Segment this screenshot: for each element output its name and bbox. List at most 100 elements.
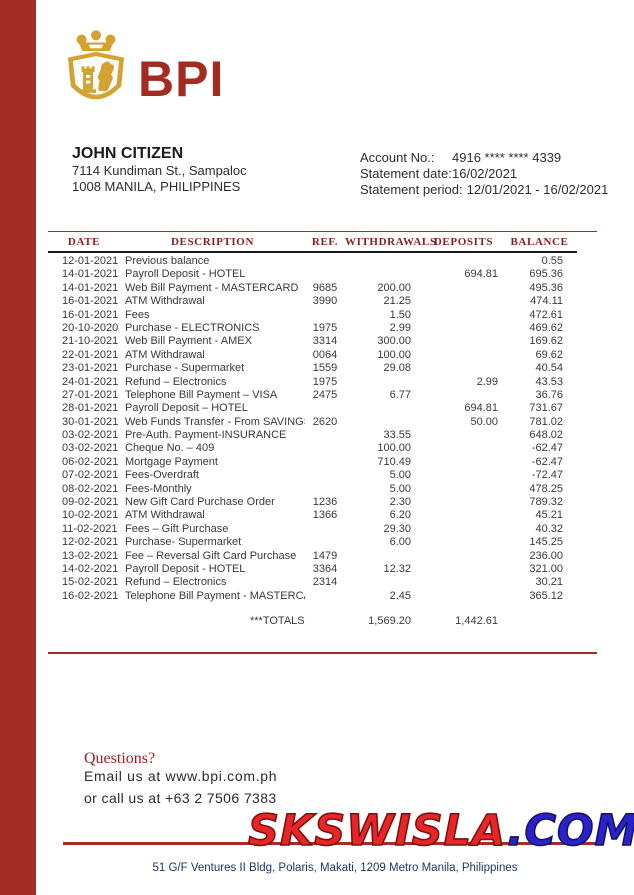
cell-deposits — [425, 523, 502, 536]
cell-ref: 1975 — [312, 321, 338, 334]
cell-ref: 1236 — [312, 496, 338, 509]
cell-withdrawals: 29.08 — [383, 362, 411, 375]
cell-description: Fee – Reversal Gift Card Purchase — [125, 549, 297, 562]
cell-withdrawals: 12.32 — [383, 562, 411, 575]
cell-description: Purchase - ELECTRONICS — [125, 321, 260, 334]
account-info-block: Account No.: 4916 **** **** 4339 Stateme… — [360, 150, 608, 198]
cell-description: Web Bill Payment - AMEX — [125, 335, 252, 348]
totals-label: ***TOTALS*** — [250, 615, 305, 628]
cell-balance: 469.62 — [529, 321, 563, 334]
cell-description: Fees – Gift Purchase — [125, 522, 229, 535]
cell-ref — [305, 469, 345, 482]
cell-deposits — [425, 389, 502, 402]
table-bottom-rule — [48, 652, 597, 654]
cell-date: 14-01-2021 — [62, 268, 119, 281]
table-row: 12-02-2021 Purchase- Supermarket 6.00 14… — [48, 536, 577, 549]
cell-withdrawals: 21.25 — [383, 295, 411, 308]
cell-ref — [305, 590, 345, 603]
table-row: 11-02-2021 Fees – Gift Purchase 29.30 40… — [48, 523, 577, 536]
cell-withdrawals — [345, 416, 425, 429]
statement-period-value: 12/01/2021 - 16/02/2021 — [466, 182, 609, 197]
cell-date: 22-01-2021 — [62, 348, 119, 361]
cell-description: ATM Withdrawal — [125, 509, 205, 522]
cell-date: 15-02-2021 — [62, 576, 119, 589]
table-row: 23-01-2021 Purchase - Supermarket 1559 2… — [48, 362, 577, 375]
cell-withdrawals: 100.00 — [377, 442, 411, 455]
cell-deposits — [425, 442, 502, 455]
header-description: DESCRIPTION — [170, 236, 254, 248]
cell-ref — [305, 442, 345, 455]
cell-description: Telephone Bill Payment – VISA — [125, 388, 278, 401]
questions-heading: Questions? — [84, 750, 156, 767]
cell-balance: 472.61 — [529, 308, 563, 321]
cell-deposits — [425, 576, 502, 589]
cell-description: Payroll Deposit - HOTEL — [125, 562, 246, 575]
cell-balance: 365.12 — [529, 589, 563, 602]
table-row: 20-10-2020 Purchase - ELECTRONICS 1975 2… — [48, 322, 577, 335]
cell-deposits: 2.99 — [476, 375, 498, 388]
cell-ref: 3364 — [312, 562, 338, 575]
cell-date: 14-02-2021 — [62, 562, 119, 575]
cell-date: 06-02-2021 — [62, 455, 119, 468]
table-row: 08-02-2021 Fees-Monthly 5.00 478.25 — [48, 483, 577, 496]
cell-description: Web Bill Payment - MASTERCARD — [125, 281, 299, 294]
cell-ref: 1366 — [312, 509, 338, 522]
transactions-table: DATE DESCRIPTION REF. WITHDRAWALS DEPOSI… — [48, 231, 597, 629]
cell-description: Refund – Electronics — [125, 576, 227, 589]
cell-balance: -62.47 — [531, 455, 563, 468]
statement-date-row: Statement date: 16/02/2021 — [360, 166, 608, 182]
table-row: 14-02-2021 Payroll Deposit - HOTEL 3364 … — [48, 563, 577, 576]
account-holder-name: JOHN CITIZEN — [72, 145, 184, 162]
cell-balance: -72.47 — [531, 469, 563, 482]
cell-deposits: 50.00 — [470, 415, 498, 428]
cell-ref: 2620 — [312, 415, 338, 428]
table-row: 07-02-2021 Fees-Overdraft 5.00 -72.47 — [48, 469, 577, 482]
cell-withdrawals — [345, 402, 425, 415]
cell-date: 10-02-2021 — [62, 509, 119, 522]
watermark-tld-text: .COM — [506, 805, 634, 857]
table-row: 27-01-2021 Telephone Bill Payment – VISA… — [48, 389, 577, 402]
cell-date: 16-02-2021 — [62, 589, 119, 602]
cell-deposits — [425, 322, 502, 335]
cell-description: Payroll Deposit – HOTEL — [125, 402, 248, 415]
cell-description: ATM Withdrawal — [125, 348, 205, 361]
cell-description: Payroll Deposit - HOTEL — [125, 268, 246, 281]
cell-deposits — [425, 335, 502, 348]
watermark-rule — [63, 842, 600, 845]
cell-date: 16-01-2021 — [62, 295, 119, 308]
table-row: 16-01-2021 Fees 1.50 472.61 — [48, 309, 577, 322]
bpi-crest-icon — [67, 30, 125, 100]
cell-balance: 789.32 — [529, 496, 563, 509]
cell-date: 28-01-2021 — [62, 402, 119, 415]
totals-row: ***TOTALS*** 1,569.20 1,442.61 — [48, 615, 577, 628]
cell-deposits — [425, 349, 502, 362]
bpi-logo: BPI — [60, 30, 224, 114]
cell-withdrawals: 1.50 — [389, 308, 411, 321]
table-row: 03-02-2021 Pre-Auth. Payment-INSURANCE 3… — [48, 429, 577, 442]
cell-date: 12-02-2021 — [62, 536, 119, 549]
cell-balance: 0.55 — [541, 255, 563, 267]
cell-balance: 69.62 — [535, 348, 563, 361]
cell-balance: 40.54 — [535, 362, 563, 375]
cell-balance: 474.11 — [530, 295, 563, 308]
table-row: 15-02-2021 Refund – Electronics 2314 30.… — [48, 576, 577, 589]
cell-date: 30-01-2021 — [62, 415, 119, 428]
cell-withdrawals: 2.45 — [389, 589, 411, 602]
table-row: 13-02-2021 Fee – Reversal Gift Card Purc… — [48, 550, 577, 563]
cell-deposits — [425, 255, 502, 268]
cell-withdrawals: 33.55 — [383, 429, 411, 442]
cell-date: 11-02-2021 — [62, 522, 118, 535]
cell-withdrawals: 200.00 — [377, 281, 411, 294]
cell-ref: 1479 — [312, 549, 338, 562]
cell-ref: 1975 — [312, 375, 338, 388]
cell-date: 08-02-2021 — [62, 482, 119, 495]
cell-deposits — [425, 282, 502, 295]
table-row: 14-01-2021 Web Bill Payment - MASTERCARD… — [48, 282, 577, 295]
table-row: 14-01-2021 Payroll Deposit - HOTEL 694.8… — [48, 268, 577, 281]
cell-date: 03-02-2021 — [62, 442, 119, 455]
statement-date-value: 16/02/2021 — [452, 166, 518, 181]
table-row: 28-01-2021 Payroll Deposit – HOTEL 694.8… — [48, 402, 577, 415]
cell-balance: 478.25 — [529, 482, 563, 495]
cell-ref — [305, 255, 345, 268]
cell-balance: -62.47 — [531, 442, 563, 455]
